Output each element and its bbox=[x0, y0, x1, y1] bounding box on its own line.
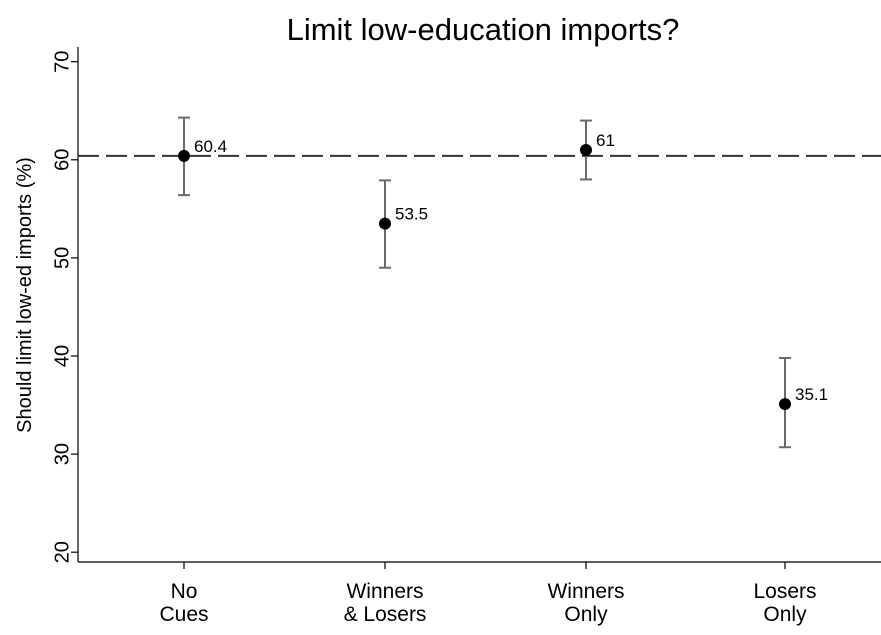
marks-layer: 60.4 53.5 61 35.1 bbox=[178, 116, 828, 449]
chart-title: Limit low-education imports? bbox=[287, 12, 680, 47]
x-category-label: & Losers bbox=[344, 603, 427, 626]
data-label: 35.1 bbox=[795, 385, 828, 404]
x-category-label: No bbox=[171, 580, 198, 603]
x-category-label: Winners bbox=[346, 580, 423, 603]
data-label: 53.5 bbox=[395, 205, 428, 224]
y-tick-label: 30 bbox=[51, 443, 73, 465]
y-tick-label: 70 bbox=[51, 51, 73, 73]
x-category-label: Only bbox=[763, 603, 807, 626]
y-tick-label: 60 bbox=[51, 149, 73, 171]
data-point bbox=[379, 217, 391, 230]
y-tick-label: 20 bbox=[51, 541, 73, 563]
data-point bbox=[580, 144, 592, 156]
x-category-label: Cues bbox=[159, 603, 208, 626]
x-category-label: Only bbox=[564, 603, 608, 626]
data-label: 60.4 bbox=[194, 137, 227, 156]
y-tick-label: 50 bbox=[51, 247, 73, 269]
x-category-label: Losers bbox=[753, 580, 816, 603]
x-category-label: Winners bbox=[547, 580, 624, 603]
data-label: 61 bbox=[596, 131, 615, 150]
data-point bbox=[779, 398, 791, 411]
data-point bbox=[178, 149, 190, 162]
y-tick-label: 40 bbox=[51, 345, 73, 367]
y-axis-label: Should limit low-ed imports (%) bbox=[14, 157, 36, 433]
